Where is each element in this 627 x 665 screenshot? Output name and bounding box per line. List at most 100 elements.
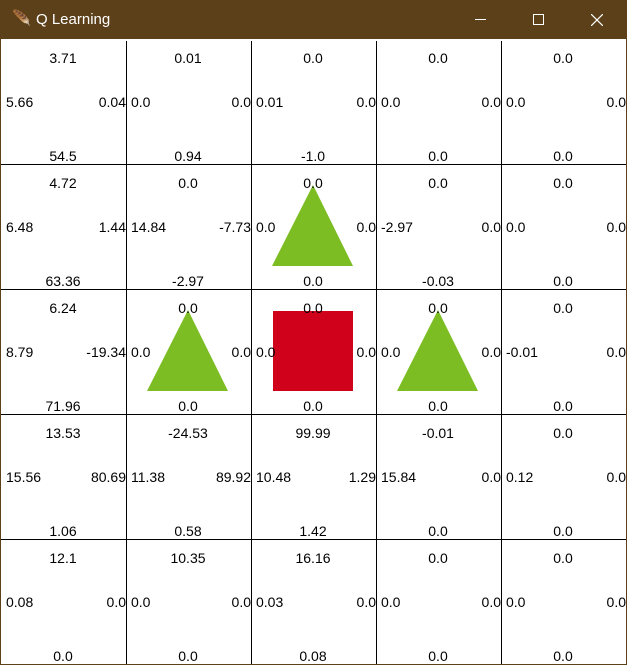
q-value-right: 0.0 bbox=[606, 469, 626, 485]
q-value-left: 6.48 bbox=[6, 219, 34, 235]
obstacle-triangle bbox=[147, 310, 228, 391]
grid-line-horizontal bbox=[1, 539, 626, 540]
grid-line-vertical bbox=[251, 41, 252, 664]
q-value-up: 0.0 bbox=[428, 550, 448, 566]
q-value-left: 0.0 bbox=[381, 344, 401, 360]
q-value-down: -1.0 bbox=[300, 148, 326, 164]
q-value-left: 0.01 bbox=[256, 94, 284, 110]
q-value-left: 11.38 bbox=[131, 469, 165, 485]
q-value-left: 5.66 bbox=[6, 94, 34, 110]
q-value-left: 0.0 bbox=[131, 594, 151, 610]
q-value-down: 1.42 bbox=[299, 523, 327, 539]
q-value-left: 0.08 bbox=[6, 594, 34, 610]
q-value-down: 1.06 bbox=[49, 523, 77, 539]
q-value-left: -2.97 bbox=[381, 219, 413, 235]
q-value-up: 3.71 bbox=[49, 50, 77, 66]
q-value-right: 0.0 bbox=[231, 94, 251, 110]
grid-line-horizontal bbox=[1, 414, 626, 415]
q-value-left: 0.0 bbox=[131, 344, 151, 360]
q-value-up: 10.35 bbox=[170, 550, 206, 566]
q-value-up: 99.99 bbox=[295, 425, 331, 441]
q-value-right: 80.69 bbox=[90, 469, 126, 485]
q-value-up: 4.72 bbox=[49, 175, 77, 191]
q-value-right: 0.0 bbox=[231, 344, 251, 360]
q-value-up: 0.0 bbox=[303, 50, 323, 66]
q-value-up: 0.0 bbox=[303, 175, 323, 191]
q-value-down: 0.0 bbox=[553, 398, 573, 414]
q-value-up: 0.0 bbox=[303, 300, 323, 316]
q-value-down: 0.0 bbox=[428, 148, 448, 164]
q-value-down: 54.5 bbox=[49, 148, 77, 164]
q-value-right: -7.73 bbox=[219, 219, 251, 235]
q-value-up: -24.53 bbox=[168, 425, 208, 441]
q-value-right: 0.04 bbox=[98, 94, 126, 110]
q-value-left: 0.0 bbox=[256, 344, 276, 360]
q-value-down: 0.0 bbox=[303, 273, 323, 289]
q-value-down: 0.58 bbox=[174, 523, 202, 539]
q-value-right: 0.0 bbox=[231, 594, 251, 610]
q-value-down: 0.0 bbox=[428, 648, 448, 664]
q-value-up: 13.53 bbox=[45, 425, 81, 441]
q-value-down: 0.94 bbox=[174, 148, 202, 164]
q-value-up: 0.0 bbox=[553, 425, 573, 441]
q-value-left: 0.0 bbox=[131, 94, 151, 110]
q-value-down: 0.0 bbox=[553, 273, 573, 289]
q-value-down: -0.03 bbox=[422, 273, 454, 289]
q-value-right: 0.0 bbox=[481, 469, 501, 485]
grid-line-horizontal bbox=[1, 289, 626, 290]
q-table-canvas: 3.71 5.66 0.04 54.5 0.01 0.0 0.0 0.94 0.0 0.01 0.0… bbox=[1, 39, 626, 664]
q-value-right: 0.0 bbox=[481, 594, 501, 610]
q-value-left: 0.12 bbox=[506, 469, 534, 485]
minimize-button[interactable] bbox=[452, 0, 510, 39]
q-value-up: 6.24 bbox=[49, 300, 77, 316]
q-value-down: 0.0 bbox=[428, 523, 448, 539]
close-icon bbox=[591, 14, 603, 26]
close-button[interactable] bbox=[568, 0, 626, 39]
q-value-right: 0.0 bbox=[606, 219, 626, 235]
q-value-down: 0.0 bbox=[428, 398, 448, 414]
q-value-left: 8.79 bbox=[6, 344, 34, 360]
q-value-down: 0.0 bbox=[178, 648, 198, 664]
grid-line-horizontal bbox=[1, 164, 626, 165]
q-value-left: 0.0 bbox=[506, 594, 526, 610]
q-value-right: 1.44 bbox=[98, 219, 126, 235]
q-value-down: 0.0 bbox=[553, 148, 573, 164]
q-value-left: 0.03 bbox=[256, 594, 284, 610]
goal-square bbox=[273, 311, 353, 391]
q-value-right: 1.29 bbox=[348, 469, 376, 485]
q-value-up: -0.01 bbox=[422, 425, 454, 441]
q-value-down: 0.0 bbox=[553, 648, 573, 664]
maximize-button[interactable] bbox=[510, 0, 568, 39]
q-value-left: 15.56 bbox=[6, 469, 42, 485]
q-value-right: 0.0 bbox=[606, 594, 626, 610]
q-value-right: 0.0 bbox=[356, 94, 376, 110]
q-value-right: 0.0 bbox=[356, 219, 376, 235]
q-value-left: -0.01 bbox=[506, 344, 538, 360]
title-bar[interactable]: 🪶 Q Learning bbox=[0, 0, 627, 39]
window-title: Q Learning bbox=[36, 11, 111, 28]
q-value-right: 0.0 bbox=[106, 594, 126, 610]
q-value-down: 0.0 bbox=[303, 398, 323, 414]
q-value-right: 0.0 bbox=[606, 344, 626, 360]
grid-line-vertical bbox=[376, 41, 377, 664]
q-value-down: 0.0 bbox=[553, 523, 573, 539]
q-value-up: 16.16 bbox=[295, 550, 331, 566]
q-value-up: 0.0 bbox=[428, 175, 448, 191]
q-value-left: 0.0 bbox=[381, 94, 401, 110]
q-value-left: 0.0 bbox=[506, 94, 526, 110]
grid-line-vertical bbox=[126, 41, 127, 664]
feather-icon: 🪶 bbox=[12, 10, 31, 27]
q-value-left: 0.0 bbox=[381, 594, 401, 610]
q-value-left: 10.48 bbox=[256, 469, 292, 485]
grid-line-vertical bbox=[501, 41, 502, 664]
q-value-right: -19.34 bbox=[86, 344, 126, 360]
q-value-left: 0.0 bbox=[506, 219, 526, 235]
q-value-right: 0.0 bbox=[606, 94, 626, 110]
q-value-left: 14.84 bbox=[131, 219, 167, 235]
q-value-up: 0.0 bbox=[428, 50, 448, 66]
q-value-up: 0.0 bbox=[553, 550, 573, 566]
q-value-down: 63.36 bbox=[45, 273, 81, 289]
q-value-up: 0.0 bbox=[178, 300, 198, 316]
q-value-left: 15.84 bbox=[381, 469, 417, 485]
